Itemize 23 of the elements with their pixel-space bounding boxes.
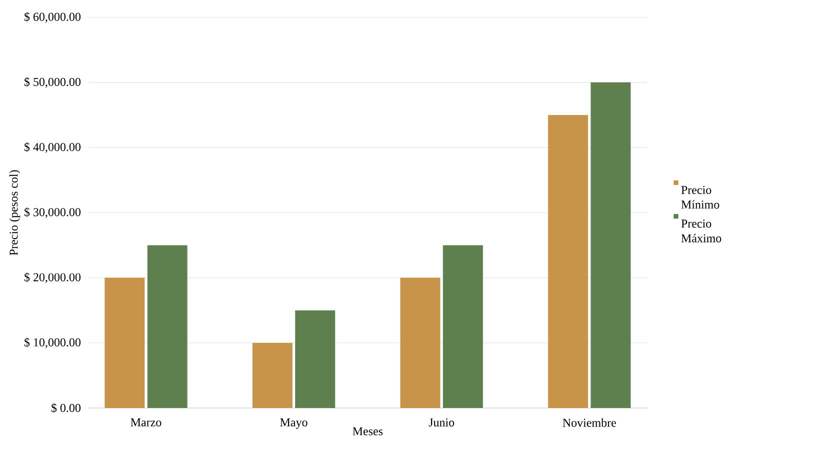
bar bbox=[548, 114, 588, 408]
y-tick-label: $ 20,000.00 bbox=[24, 272, 81, 284]
bar bbox=[295, 310, 336, 408]
bar bbox=[104, 278, 145, 408]
x-tick-label: Junio bbox=[428, 418, 454, 426]
bar bbox=[590, 82, 631, 408]
y-tick-label: $ 10,000.00 bbox=[24, 338, 81, 348]
bar bbox=[400, 278, 440, 408]
x-axis-title: Meses bbox=[352, 427, 383, 436]
y-tick-label: $ 60,000.00 bbox=[24, 12, 81, 23]
x-tick-label: Marzo bbox=[130, 418, 162, 426]
y-tick-label: $ 50,000.00 bbox=[24, 77, 81, 88]
x-tick-label: Noviembre bbox=[562, 418, 616, 427]
y-tick-label: $ 40,000.00 bbox=[24, 142, 81, 153]
legend-label: Precio Mínimo bbox=[681, 186, 720, 209]
x-tick-label: Mayo bbox=[280, 418, 308, 429]
bar bbox=[442, 245, 483, 408]
bar bbox=[147, 245, 188, 408]
y-tick-label: $ 0.00 bbox=[52, 403, 81, 413]
y-axis-title: Precio (pesos col) bbox=[9, 170, 20, 256]
bar bbox=[252, 342, 292, 408]
y-tick-label: $ 30,000.00 bbox=[24, 207, 81, 218]
legend-label: Precio Máximo bbox=[681, 220, 722, 242]
